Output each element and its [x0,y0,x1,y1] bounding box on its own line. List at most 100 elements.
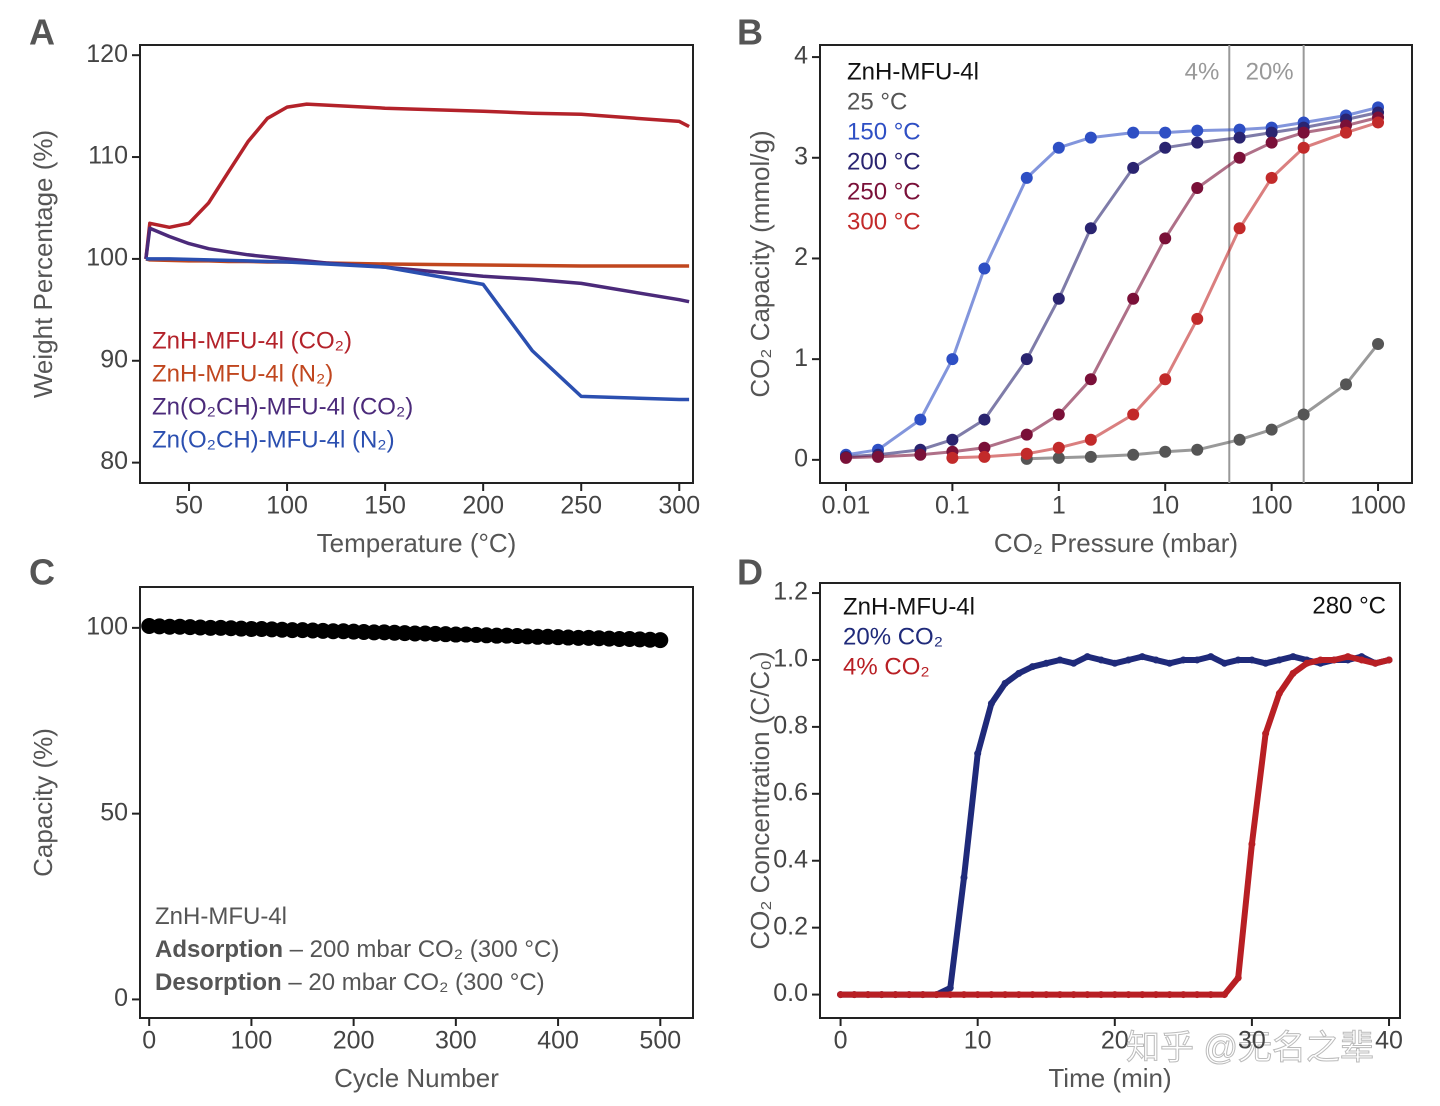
y-tick-label: 0.4 [773,845,808,873]
panel-label: A [29,12,55,53]
data-point [1111,991,1119,999]
data-point [1340,378,1353,391]
y-axis-label: CO₂ Capacity (mmol/g) [745,130,775,397]
x-tick-label: 300 [435,1027,477,1055]
data-point [1020,447,1033,460]
x-axis-label: Time (min) [1048,1063,1171,1093]
data-point [919,991,927,999]
y-tick-label: 80 [100,447,128,475]
legend-entry: 25 °C [847,88,907,115]
reference-label: 4% [1185,58,1220,85]
data-point [1371,659,1379,667]
data-point [1179,991,1187,999]
data-point [978,413,991,426]
legend-entry: 150 °C [847,118,921,145]
legend-entry: Zn(O₂CH)-MFU-4l (CO₂) [152,393,413,420]
data-point [1166,659,1174,667]
series-line [144,102,690,260]
x-tick-label: 250 [560,492,602,520]
data-point [1220,991,1228,999]
data-point [1265,423,1278,436]
data-point [1111,659,1119,667]
panel-label: D [737,552,763,593]
legend-entry: 20% CO₂ [843,623,943,650]
data-point [1042,659,1050,667]
y-tick-label: 110 [88,142,128,170]
data-point [1275,656,1283,664]
legend-entry: ZnH-MFU-4l (N₂) [152,360,333,387]
plot-frame [139,44,694,484]
panel-label: C [29,552,55,593]
x-axis-label: Temperature (°C) [317,528,517,558]
data-point [1207,991,1215,999]
data-point [1265,171,1278,184]
data-point [1083,653,1091,661]
x-tick-label: 30 [1238,1027,1266,1055]
y-tick-label: 0.8 [773,711,808,739]
x-axis-label: CO₂ Pressure (mbar) [994,528,1238,558]
data-point [1084,433,1097,446]
data-point [1191,181,1204,194]
annotation-line: ZnH-MFU-4l [155,903,287,930]
x-tick-label: 100 [266,492,308,520]
annotation-text: – 200 mbar CO₂ (300 °C) [283,936,559,963]
data-point [1029,991,1037,999]
data-point [1138,991,1146,999]
data-point [1070,991,1078,999]
x-tick-label: 10 [964,1027,992,1055]
data-point [946,984,954,992]
data-point [1372,116,1385,129]
data-point [864,991,872,999]
y-tick-label: 2 [794,243,808,271]
data-point [1330,656,1338,664]
data-point [1289,669,1297,677]
data-point [1159,373,1172,386]
x-tick-label: 50 [175,492,203,520]
data-point [1191,136,1204,149]
data-point [1358,656,1366,664]
x-tick-label: 0 [834,1027,848,1055]
y-tick-label: 90 [100,345,128,373]
x-tick-label: 0.1 [935,492,970,520]
data-point [1001,679,1009,687]
data-point [946,451,959,464]
data-point [1127,126,1140,139]
legend-title: ZnH-MFU-4l [843,593,975,620]
legend-entry: 200 °C [847,148,921,175]
y-tick-label: 50 [100,798,128,826]
data-point [1127,161,1140,174]
data-point [839,451,852,464]
y-axis-label: CO₂ Concentration (C/C₀) [745,651,775,949]
data-point [974,991,982,999]
plot-frame [139,586,694,1019]
data-point [1159,141,1172,154]
data-point [1191,443,1204,456]
data-point [933,991,941,999]
data-point [1233,131,1246,144]
x-tick-label: 150 [364,492,406,520]
x-axis-label: Cycle Number [334,1063,499,1093]
data-point [1372,338,1385,351]
data-point [1070,659,1078,667]
data-point [1234,656,1242,664]
y-tick-label: 100 [86,612,128,640]
legend-entry: Zn(O₂CH)-MFU-4l (N₂) [152,426,395,453]
series-line [845,105,1379,457]
data-point [872,450,885,463]
x-tick-label: 0 [142,1027,156,1055]
data-point [1262,730,1270,738]
legend-entry: 4% CO₂ [843,653,930,680]
annotation-bold: Adsorption [155,936,283,963]
data-point [1303,659,1311,667]
y-axis-label: Capacity (%) [28,728,58,877]
data-point [946,433,959,446]
annotation-line: Adsorption – 200 mbar CO₂ (300 °C) [155,936,559,963]
data-point [1275,689,1283,697]
data-point [1052,441,1065,454]
data-point [850,991,858,999]
x-tick-label: 100 [231,1027,273,1055]
data-point [1152,991,1160,999]
data-point [960,991,968,999]
data-point [1125,656,1133,664]
watermark: 知乎 @无名之辈 [1126,1029,1374,1067]
